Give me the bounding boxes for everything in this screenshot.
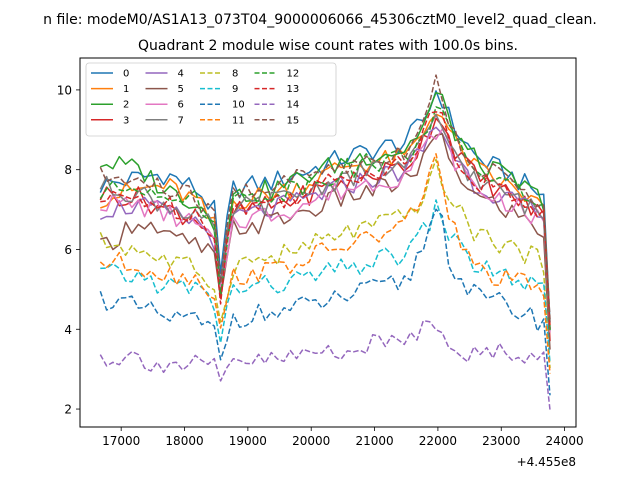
x-tick-label: 18000 bbox=[165, 434, 203, 448]
series-line-14 bbox=[99, 319, 551, 411]
series-line-10 bbox=[99, 208, 551, 396]
legend-label-15: 15 bbox=[287, 115, 300, 126]
series-line-13 bbox=[100, 111, 551, 329]
chart-title: Quadrant 2 module wise count rates with … bbox=[138, 38, 518, 54]
x-tick-label: 19000 bbox=[229, 434, 267, 448]
y-axis: 2 4 6 8 10 bbox=[57, 83, 80, 417]
x-tick-label: 24000 bbox=[546, 434, 584, 448]
legend-label-12: 12 bbox=[287, 69, 300, 80]
legend-label-8: 8 bbox=[232, 69, 238, 80]
series-line-7 bbox=[99, 113, 551, 331]
legend-label-13: 13 bbox=[287, 84, 300, 95]
legend-label-9: 9 bbox=[232, 84, 238, 95]
x-axis: 17000 18000 19000 20000 21000 22000 23000 24000 bbox=[102, 427, 584, 448]
series-line-15 bbox=[99, 74, 551, 320]
x-offset-label: +4.455e8 bbox=[517, 455, 576, 469]
legend-label-10: 10 bbox=[232, 100, 245, 111]
series-line-12 bbox=[99, 106, 551, 330]
legend-label-3: 3 bbox=[123, 115, 129, 126]
series-line-6 bbox=[100, 128, 551, 333]
series-line-1 bbox=[100, 113, 551, 326]
legend-label-4: 4 bbox=[178, 69, 184, 80]
x-tick-label: 20000 bbox=[292, 434, 330, 448]
legend-label-1: 1 bbox=[123, 84, 129, 95]
x-tick-label: 23000 bbox=[482, 434, 520, 448]
legend-box bbox=[85, 62, 337, 137]
x-tick-label: 22000 bbox=[419, 434, 457, 448]
x-tick-label: 17000 bbox=[102, 434, 140, 448]
legend-label-0: 0 bbox=[123, 69, 129, 80]
figure-suptitle: n file: modeM0/AS1A13_073T04_9000006066_… bbox=[43, 12, 597, 28]
series-line-0 bbox=[99, 90, 551, 323]
series-line-9 bbox=[100, 199, 551, 364]
legend-label-11: 11 bbox=[232, 115, 245, 126]
y-tick-label: 2 bbox=[64, 403, 72, 417]
y-tick-label: 8 bbox=[64, 163, 72, 177]
legend-label-14: 14 bbox=[287, 100, 300, 111]
legend-label-2: 2 bbox=[123, 100, 129, 111]
y-tick-label: 4 bbox=[64, 323, 72, 337]
series-line-4 bbox=[99, 126, 551, 329]
series-line-11 bbox=[99, 153, 551, 374]
series-line-2 bbox=[100, 91, 551, 330]
y-tick-label: 10 bbox=[57, 83, 72, 97]
legend-label-6: 6 bbox=[178, 100, 184, 111]
y-tick-label: 6 bbox=[64, 243, 72, 257]
legend-label-7: 7 bbox=[178, 115, 184, 126]
plot-area bbox=[99, 74, 551, 411]
legend-label-5: 5 bbox=[178, 84, 184, 95]
series-line-5 bbox=[100, 133, 551, 350]
x-tick-label: 21000 bbox=[355, 434, 393, 448]
axes-frame bbox=[79, 57, 577, 428]
